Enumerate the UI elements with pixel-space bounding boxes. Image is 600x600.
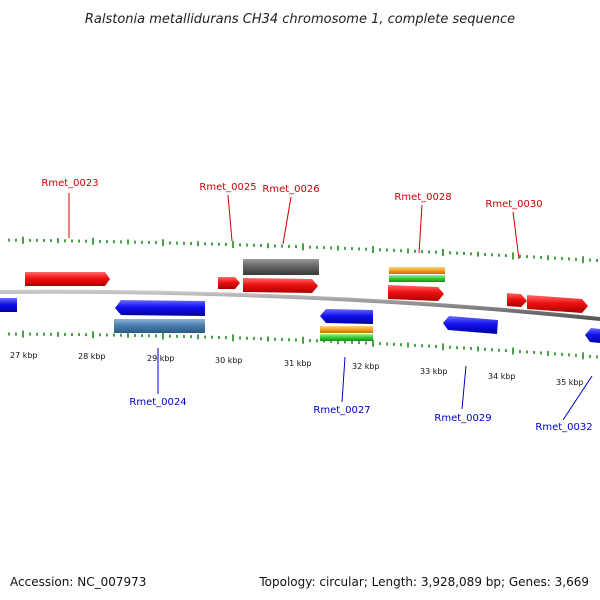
- tick-marks: [8, 236, 598, 360]
- gene-block-orange-lower[interactable]: [320, 326, 373, 333]
- kbp-label-27: 27 kbp: [10, 351, 38, 360]
- gene-block-green[interactable]: [389, 275, 445, 282]
- gene-label-rmet-0025[interactable]: Rmet_0025: [199, 182, 256, 193]
- gene-block-orange[interactable]: [389, 267, 445, 274]
- kbp-label-33: 33 kbp: [420, 367, 448, 376]
- gene-arrow-rmet-0029[interactable]: [443, 316, 498, 334]
- kbp-label-28: 28 kbp: [78, 352, 106, 361]
- kbp-label-31: 31 kbp: [284, 359, 312, 368]
- gene-block-green-lower[interactable]: [320, 334, 373, 341]
- page-title: Ralstonia metallidurans CH34 chromosome …: [85, 12, 515, 27]
- gene-arrow-rmet-0028[interactable]: [388, 285, 444, 301]
- gene-arrow-rmet-0030a[interactable]: [507, 293, 527, 307]
- kbp-label-32: 32 kbp: [352, 362, 380, 371]
- forward-gene-labels: Rmet_0023 Rmet_0025 Rmet_0026 Rmet_0028 …: [41, 178, 543, 260]
- gene-block-gray[interactable]: [243, 259, 319, 275]
- chromosome-backbone: [0, 289, 600, 321]
- accession-text: Accession: NC_007973: [10, 575, 146, 589]
- leader-rmet-0027: [341, 356, 346, 403]
- kbp-label-30: 30 kbp: [215, 356, 243, 365]
- reverse-gene-labels: Rmet_0024 Rmet_0027 Rmet_0029 Rmet_0032: [129, 348, 593, 433]
- gene-arrow-rmet-0027[interactable]: [320, 309, 373, 324]
- kbp-label-35: 35 kbp: [556, 378, 584, 387]
- gene-arrow-left-edge[interactable]: [0, 298, 17, 312]
- genome-summary-text: Topology: circular; Length: 3,928,089 bp…: [258, 575, 589, 589]
- leader-rmet-0025: [227, 194, 233, 242]
- gene-block-steel[interactable]: [114, 319, 205, 333]
- gene-label-rmet-0030[interactable]: Rmet_0030: [485, 199, 542, 210]
- kbp-label-34: 34 kbp: [488, 372, 516, 381]
- gene-label-rmet-0032[interactable]: Rmet_0032: [535, 422, 592, 433]
- gene-arrow-rmet-0032[interactable]: [585, 328, 600, 343]
- kbp-label-29: 29 kbp: [147, 354, 175, 363]
- gene-label-rmet-0026[interactable]: Rmet_0026: [262, 184, 319, 195]
- leader-rmet-0028: [418, 204, 423, 254]
- gene-label-rmet-0027[interactable]: Rmet_0027: [313, 405, 370, 416]
- gene-label-rmet-0028[interactable]: Rmet_0028: [394, 192, 451, 203]
- kbp-scale-labels: 27 kbp 28 kbp 29 kbp 30 kbp 31 kbp 32 kb…: [10, 351, 584, 387]
- forward-genes: [25, 259, 588, 313]
- gene-arrow-rmet-0024[interactable]: [115, 300, 205, 316]
- gene-label-rmet-0023[interactable]: Rmet_0023: [41, 178, 98, 189]
- leader-rmet-0030: [512, 211, 520, 260]
- leader-rmet-0032: [562, 375, 593, 421]
- gene-arrow-rmet-0030[interactable]: [527, 295, 588, 313]
- leader-rmet-0029: [461, 365, 467, 410]
- gene-arrow-rmet-0023[interactable]: [25, 272, 110, 286]
- leader-rmet-0026: [282, 196, 292, 245]
- reverse-genes: [0, 298, 600, 343]
- gene-label-rmet-0029[interactable]: Rmet_0029: [434, 413, 491, 424]
- gene-label-rmet-0024[interactable]: Rmet_0024: [129, 397, 186, 408]
- gene-arrow-rmet-0025[interactable]: [218, 277, 240, 289]
- gene-arrow-rmet-0026[interactable]: [243, 278, 318, 293]
